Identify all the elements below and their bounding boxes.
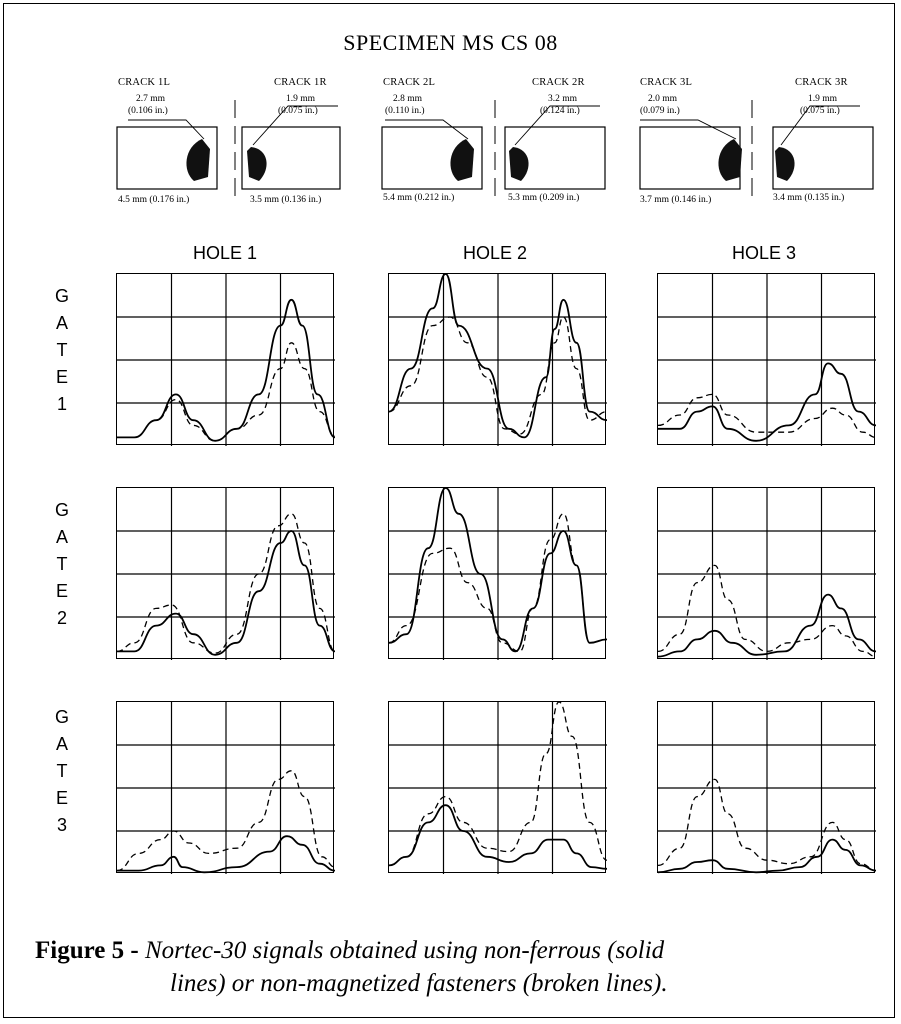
specimen-drawing [116, 100, 874, 200]
non-ferrous-signal-line [658, 838, 876, 874]
specimen-outline [772, 126, 874, 190]
crack-length-in: (0.075 in.) [800, 106, 840, 116]
crack-label: CRACK 2L [383, 77, 436, 88]
dimension-leader [128, 119, 205, 140]
hole-label-2: HOLE 2 [462, 243, 528, 263]
crack-length-in: (0.075 in.) [278, 106, 318, 116]
signal-plot-gate1-hole3 [657, 273, 876, 446]
crack-label: CRACK 3R [795, 77, 848, 88]
crack-width: 3.7 mm (0.146 in.) [640, 195, 712, 205]
plot-canvas [658, 488, 876, 660]
crack-length-in: (0.124 in.) [540, 106, 580, 116]
crack-length-in: (0.079 in.) [640, 106, 680, 116]
dimension-leader [640, 119, 737, 140]
crack-label: CRACK 3L [640, 77, 693, 88]
figure-caption: Figure 5 - Nortec-30 signals obtained us… [35, 934, 875, 1000]
crack-length-mm: 2.0 mm [648, 94, 678, 104]
caption-line-1: Nortec-30 signals obtained using non-fer… [138, 937, 665, 964]
crack-shape [186, 139, 210, 181]
crack-width: 5.4 mm (0.212 in.) [383, 193, 455, 203]
specimen-outline [504, 126, 606, 190]
non-ferrous-signal-line [117, 298, 335, 442]
crack-length-in: (0.106 in.) [128, 106, 168, 116]
hole-label-3: HOLE 3 [731, 243, 797, 263]
non-magnetized-signal-line [117, 513, 335, 654]
caption-line-2: lines) or non-magnetized fasteners (brok… [170, 970, 668, 997]
gate-number: 2 [56, 608, 67, 628]
non-magnetized-signal-line [117, 770, 335, 872]
signal-plot-gate3-hole3 [657, 701, 876, 874]
crack-length-mm: 3.2 mm [548, 94, 578, 104]
plot-canvas [117, 702, 335, 874]
plot-canvas [658, 274, 876, 446]
dimension-leader [514, 105, 600, 146]
gate-number: 3 [56, 815, 67, 835]
signal-plot-gate2-hole2 [388, 487, 607, 660]
crack-shape [247, 147, 267, 181]
non-magnetized-signal-line [658, 564, 876, 658]
crack-label: CRACK 2R [532, 77, 585, 88]
gate-letter: G [54, 500, 69, 520]
crack-shape [775, 147, 795, 181]
non-ferrous-signal-line [389, 804, 607, 870]
plot-canvas [389, 702, 607, 874]
non-ferrous-signal-line [389, 488, 607, 653]
non-magnetized-signal-line [658, 778, 876, 872]
specimen-outline [116, 126, 218, 190]
non-ferrous-signal-line [389, 274, 607, 439]
signal-plot-gate2-hole1 [116, 487, 335, 660]
crack-length-mm: 1.9 mm [808, 94, 838, 104]
plot-canvas [117, 274, 335, 446]
gate-number: 1 [56, 394, 67, 414]
crack-width: 4.5 mm (0.176 in.) [118, 195, 190, 205]
signal-plot-gate1-hole2 [388, 273, 607, 446]
non-magnetized-signal-line [389, 702, 607, 867]
crack-width: 3.4 mm (0.135 in.) [773, 193, 845, 203]
gate-letter: T [56, 340, 68, 360]
hole-label-1: HOLE 1 [192, 243, 258, 263]
non-magnetized-signal-line [389, 316, 607, 435]
gate-letter: G [54, 707, 69, 727]
non-ferrous-signal-line [658, 593, 876, 658]
dimension-leader [252, 105, 338, 146]
signal-plot-gate3-hole1 [116, 701, 335, 874]
signal-plot-gate3-hole2 [388, 701, 607, 874]
dimension-leader [385, 119, 469, 140]
plot-canvas [389, 274, 607, 446]
figure-frame [3, 3, 895, 1018]
signal-plot-gate2-hole3 [657, 487, 876, 660]
crack-label: CRACK 1L [118, 77, 171, 88]
crack-width: 5.3 mm (0.209 in.) [508, 193, 580, 203]
gate-letter: G [54, 286, 69, 306]
specimen-outline [381, 126, 483, 190]
non-ferrous-signal-line [117, 835, 335, 874]
gate-letter: E [55, 788, 68, 808]
dimension-leader [780, 105, 860, 146]
crack-length-mm: 2.8 mm [393, 94, 423, 104]
crack-length-mm: 1.9 mm [286, 94, 316, 104]
plot-canvas [389, 488, 607, 660]
non-ferrous-signal-line [658, 362, 876, 442]
crack-shape [509, 147, 529, 181]
crack-width: 3.5 mm (0.136 in.) [250, 195, 322, 205]
gate-letter: A [55, 734, 68, 754]
crack-shape [450, 139, 474, 181]
crack-label: CRACK 1R [274, 77, 327, 88]
crack-length-mm: 2.7 mm [136, 94, 166, 104]
signal-plot-gate1-hole1 [116, 273, 335, 446]
crack-length-in: (0.110 in.) [385, 106, 425, 116]
gate-letter: T [56, 761, 68, 781]
gate-letter: A [55, 313, 68, 333]
plot-canvas [117, 488, 335, 660]
gate-letter: E [55, 367, 68, 387]
plot-canvas [658, 702, 876, 874]
figure-title: SPECIMEN MS CS 08 [343, 30, 558, 55]
gate-letter: T [56, 554, 68, 574]
gate-letter: E [55, 581, 68, 601]
non-ferrous-signal-line [117, 530, 335, 656]
specimen-outline [241, 126, 341, 190]
crack-shape [718, 139, 742, 181]
gate-letter: A [55, 527, 68, 547]
caption-figure-number: Figure 5 - [35, 937, 139, 964]
